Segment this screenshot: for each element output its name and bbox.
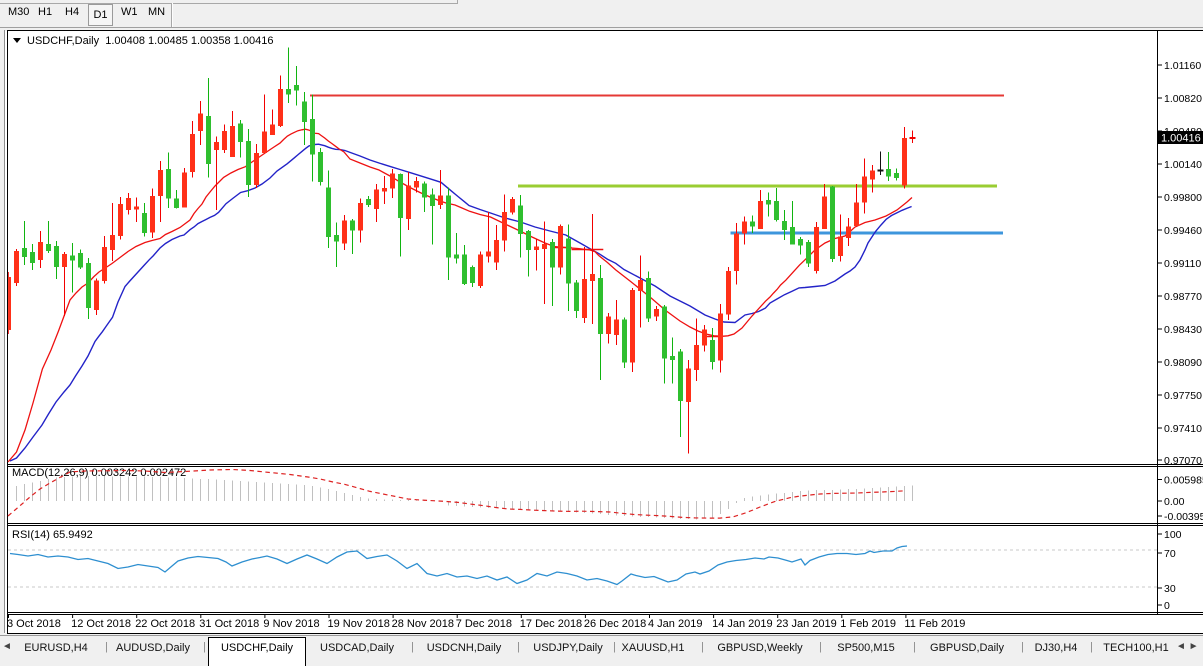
svg-text:28 Nov 2018: 28 Nov 2018	[392, 618, 454, 630]
svg-text:1 Feb 2019: 1 Feb 2019	[840, 618, 896, 630]
svg-text:17 Dec 2018: 17 Dec 2018	[520, 618, 582, 630]
svg-text:1.01160: 1.01160	[1164, 60, 1201, 72]
svg-text:0.99460: 0.99460	[1164, 225, 1202, 237]
svg-text:0.98090: 0.98090	[1164, 357, 1202, 369]
svg-text:3 Oct 2018: 3 Oct 2018	[7, 618, 61, 630]
svg-text:0.99800: 0.99800	[1164, 192, 1202, 204]
svg-text:7 Dec 2018: 7 Dec 2018	[456, 618, 512, 630]
svg-text:100: 100	[1164, 529, 1182, 541]
svg-text:26 Dec 2018: 26 Dec 2018	[584, 618, 646, 630]
svg-text:-0.003954: -0.003954	[1164, 511, 1203, 523]
svg-text:0: 0	[1164, 600, 1170, 612]
svg-text:0.97750: 0.97750	[1164, 390, 1202, 402]
svg-text:14 Jan 2019: 14 Jan 2019	[712, 618, 773, 630]
svg-text:0.97070: 0.97070	[1164, 455, 1202, 467]
svg-text:0.98430: 0.98430	[1164, 324, 1202, 336]
svg-text:19 Nov 2018: 19 Nov 2018	[328, 618, 390, 630]
svg-text:70: 70	[1164, 548, 1176, 560]
svg-text:30: 30	[1164, 583, 1176, 595]
svg-text:RSI(14) 65.9492: RSI(14) 65.9492	[12, 529, 93, 541]
svg-text:4 Jan 2019: 4 Jan 2019	[648, 618, 702, 630]
svg-text:11 Feb 2019: 11 Feb 2019	[904, 618, 965, 630]
svg-text:1.00140: 1.00140	[1164, 159, 1202, 171]
svg-text:12 Oct 2018: 12 Oct 2018	[71, 618, 131, 630]
svg-text:0.99110: 0.99110	[1164, 258, 1201, 270]
svg-text:0.005985: 0.005985	[1164, 475, 1203, 487]
svg-text:23 Jan 2019: 23 Jan 2019	[776, 618, 837, 630]
svg-text:9 Nov 2018: 9 Nov 2018	[263, 618, 319, 630]
svg-text:31 Oct 2018: 31 Oct 2018	[199, 618, 259, 630]
svg-text:0.00: 0.00	[1164, 496, 1185, 508]
svg-text:0.97410: 0.97410	[1164, 423, 1202, 435]
svg-text:1.00820: 1.00820	[1164, 93, 1202, 105]
svg-text:22 Oct 2018: 22 Oct 2018	[135, 618, 195, 630]
svg-text:1.00416: 1.00416	[1161, 133, 1201, 145]
svg-text:0.98770: 0.98770	[1164, 291, 1202, 303]
svg-text:USDCHF,Daily 1.00408 1.00485: USDCHF,Daily 1.00408 1.00485 1.00358 1.0…	[27, 35, 273, 47]
